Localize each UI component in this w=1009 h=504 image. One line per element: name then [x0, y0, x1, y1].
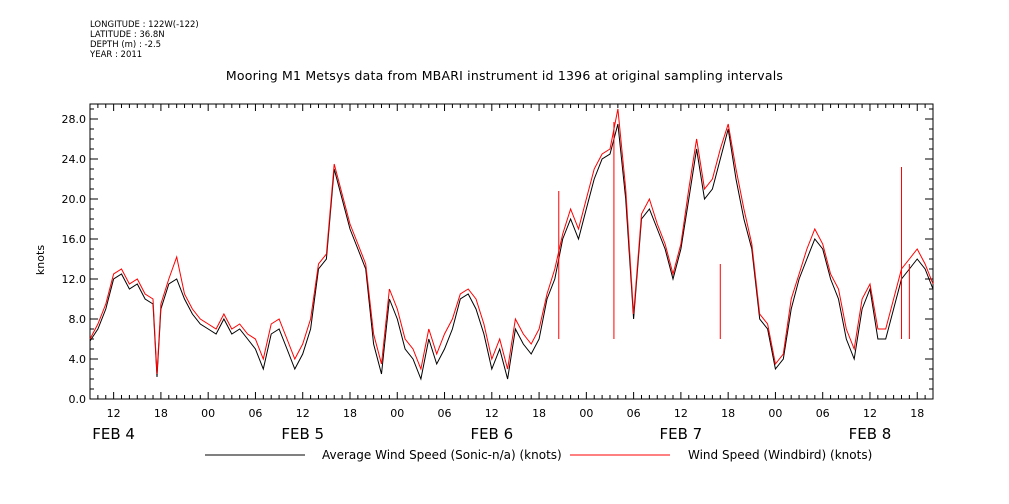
plot-frame — [89, 103, 934, 400]
plot-axes — [89, 103, 934, 400]
x-tick-label: 18 — [910, 407, 924, 420]
depth-label: DEPTH (m) : -2.5 — [90, 40, 162, 50]
x-tick-label: 06 — [627, 407, 641, 420]
y-tick-label: 20.0 — [62, 193, 87, 206]
x-date-label: FEB 8 — [849, 425, 892, 443]
x-tick-label: 00 — [390, 407, 404, 420]
x-tick-label: 12 — [674, 407, 688, 420]
y-axis-ticks: 0.0 4.0 8.0 12.0 16.0 20.0 24.0 28.0 — [62, 108, 933, 406]
x-tick-label: 00 — [768, 407, 782, 420]
x-date-label: FEB 5 — [281, 425, 324, 443]
data-lines — [89, 108, 934, 381]
x-tick-label: 06 — [438, 407, 452, 420]
longitude-label: LONGITUDE : 122W(-122) — [90, 20, 199, 30]
y-tick-label: 16.0 — [62, 233, 87, 246]
y-tick-label: 4.0 — [69, 353, 87, 366]
y-tick-label: 12.0 — [62, 273, 87, 286]
legend: Average Wind Speed (Sonic-n/a) (knots) Wi… — [205, 448, 872, 462]
x-tick-label: 00 — [579, 407, 593, 420]
latitude-label: LATITUDE : 36.8N — [90, 30, 165, 40]
x-tick-label: 18 — [343, 407, 357, 420]
x-tick-label: 06 — [248, 407, 262, 420]
y-tick-label: 28.0 — [62, 113, 87, 126]
x-tick-label: 12 — [485, 407, 499, 420]
x-tick-label: 12 — [863, 407, 877, 420]
x-tick-label: 06 — [816, 407, 830, 420]
y-axis-label: knots — [34, 245, 47, 275]
series-line-windbird — [89, 108, 934, 375]
x-tick-label: 18 — [532, 407, 546, 420]
x-date-label: FEB 4 — [92, 425, 135, 443]
year-label: YEAR : 2011 — [90, 50, 143, 60]
x-date-label: FEB 6 — [470, 425, 513, 443]
x-tick-label: 18 — [154, 407, 168, 420]
y-tick-label: 8.0 — [69, 313, 87, 326]
legend-label-average-wind: Average Wind Speed (Sonic-n/a) (knots) — [322, 448, 562, 462]
chart-title: Mooring M1 Metsys data from MBARI instru… — [225, 68, 784, 83]
x-tick-label: 12 — [296, 407, 310, 420]
metadata-header: LONGITUDE : 122W(-122) LATITUDE : 36.8N … — [90, 20, 199, 60]
y-tick-label: 0.0 — [69, 393, 87, 406]
y-tick-label: 24.0 — [62, 153, 87, 166]
series-line-average-wind — [89, 123, 934, 381]
x-tick-label: 18 — [721, 407, 735, 420]
x-tick-label: 00 — [201, 407, 215, 420]
legend-label-windbird: Wind Speed (Windbird) (knots) — [688, 448, 872, 462]
x-tick-label: 12 — [107, 407, 121, 420]
x-date-label: FEB 7 — [660, 425, 703, 443]
x-axis-ticks: 12 18 00 06 12 18 00 06 12 18 00 06 12 18 00 06 12 18 FEB … — [89, 104, 934, 443]
